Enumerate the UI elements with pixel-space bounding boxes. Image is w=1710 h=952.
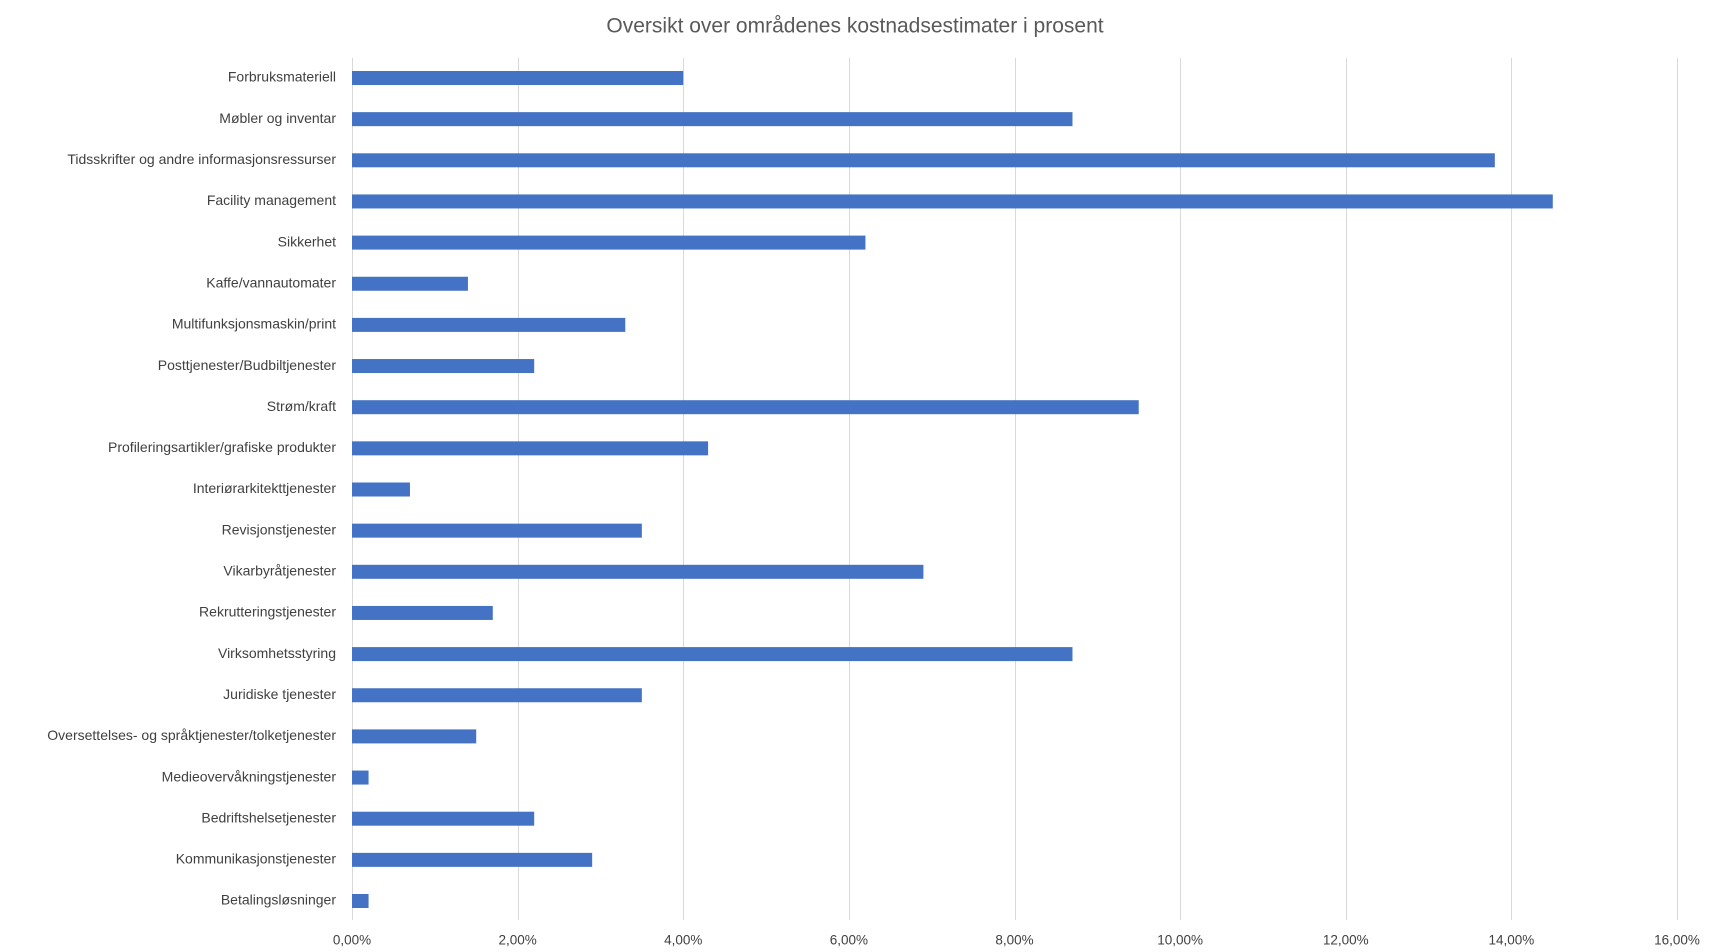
bar xyxy=(352,71,684,85)
bar xyxy=(352,235,866,250)
category-label: Møbler og inventar xyxy=(219,110,336,126)
bar xyxy=(352,194,1553,209)
category-label: Rekrutteringstjenester xyxy=(199,604,336,620)
bar xyxy=(352,770,369,785)
x-tick-label: 12,00% xyxy=(1323,933,1369,948)
category-label: Kommunikasjonstjenester xyxy=(176,851,337,867)
category-label: Revisjonstjenester xyxy=(222,521,337,537)
category-label: Kaffe/vannautomater xyxy=(206,274,336,290)
x-tick-label: 14,00% xyxy=(1488,933,1534,948)
bar xyxy=(352,647,1073,662)
bar xyxy=(352,359,535,374)
category-label: Facility management xyxy=(207,192,336,208)
category-label: Strøm/kraft xyxy=(267,398,336,414)
category-label: Posttjenester/Budbiltjenester xyxy=(158,357,337,373)
bar xyxy=(352,400,1139,415)
bar xyxy=(352,482,410,497)
category-label: Profileringsartikler/grafiske produkter xyxy=(108,439,336,455)
category-label: Virksomhetsstyring xyxy=(218,645,336,661)
category-label: Betalingsløsninger xyxy=(221,892,337,908)
category-labels: Forbruksmateriell Møbler og inventar Tidss… xyxy=(47,69,336,908)
bar xyxy=(352,317,626,332)
category-label: Medieovervåkningstjenester xyxy=(162,768,337,784)
category-label: Forbruksmateriell xyxy=(228,69,336,85)
bar xyxy=(352,729,477,744)
category-label: Juridiske tjenester xyxy=(223,686,336,702)
bar xyxy=(352,605,493,620)
bar xyxy=(352,441,709,456)
category-label: Multifunksjonsmaskin/print xyxy=(172,316,336,332)
bar xyxy=(352,894,369,908)
bar xyxy=(352,811,535,826)
bar xyxy=(352,523,642,538)
category-label: Bedriftshelsetjenester xyxy=(201,809,336,825)
x-axis-tick-labels: 0,00% 2,00% 4,00% 6,00% 8,00% 10,00% 12,00% 14,… xyxy=(333,933,1700,948)
chart-title: Oversikt over områdenes kostnadsestimate… xyxy=(606,15,1103,38)
category-label: Oversettelses- og språktjenester/tolketj… xyxy=(47,727,336,743)
x-tick-label: 4,00% xyxy=(664,933,702,948)
x-tick-label: 10,00% xyxy=(1157,933,1203,948)
x-tick-label: 6,00% xyxy=(830,933,868,948)
category-label: Sikkerhet xyxy=(278,233,336,249)
bars xyxy=(352,71,1553,908)
gridlines xyxy=(352,58,1678,920)
x-tick-label: 8,00% xyxy=(995,933,1033,948)
category-label: Vikarbyråtjenester xyxy=(223,563,336,579)
bar xyxy=(352,564,924,579)
bar xyxy=(352,112,1073,127)
bar xyxy=(352,852,593,867)
x-tick-label: 0,00% xyxy=(333,933,371,948)
category-label: Tidsskrifter og andre informasjonsressur… xyxy=(67,151,336,167)
bar xyxy=(352,276,468,291)
x-tick-label: 2,00% xyxy=(498,933,536,948)
x-tick-label: 16,00% xyxy=(1654,933,1700,948)
bar xyxy=(352,688,642,703)
category-label: Interiørarkitekttjenester xyxy=(193,480,336,496)
bar xyxy=(352,153,1495,168)
